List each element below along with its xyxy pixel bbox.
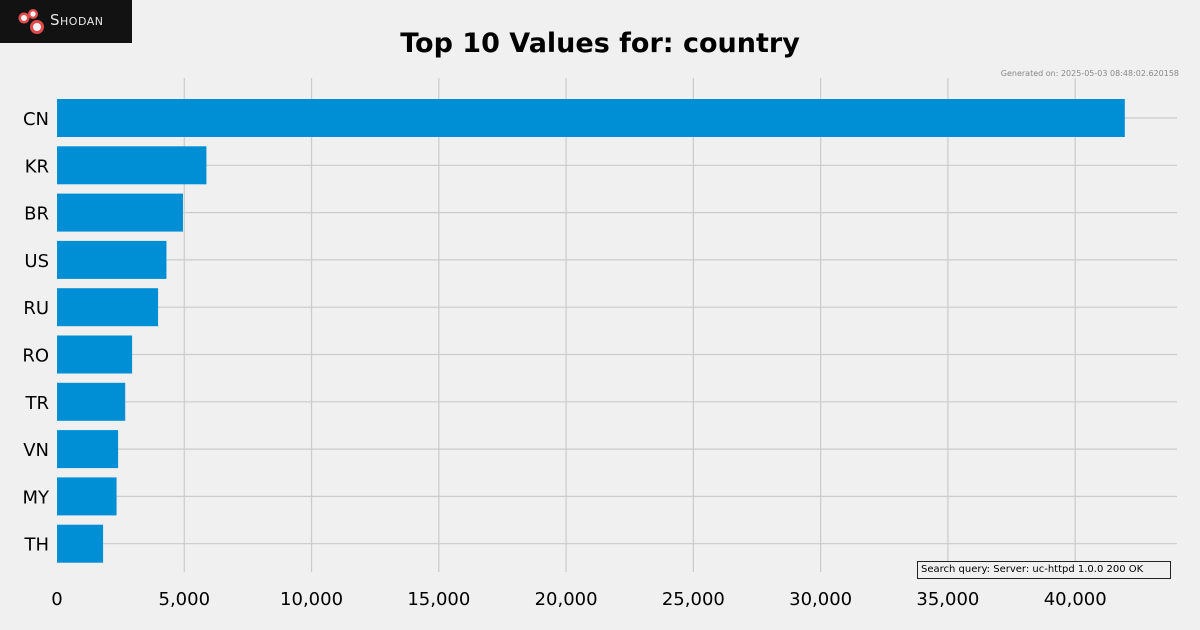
- bar-kr: [57, 146, 207, 185]
- x-tick-label: 10,000: [280, 589, 343, 610]
- bar-th: [57, 524, 104, 563]
- y-tick-label: TH: [23, 535, 49, 556]
- x-tick-label: 35,000: [916, 589, 979, 610]
- bar-tr: [57, 382, 126, 421]
- shodan-logo-icon: [18, 9, 44, 34]
- y-tick-label: MY: [22, 487, 50, 508]
- x-tick-label: 0: [51, 589, 62, 610]
- y-tick-labels: CN KR BR US RU RO TR VN MY TH: [22, 109, 50, 556]
- bar-ro: [57, 335, 133, 374]
- y-tick-label: RU: [23, 298, 49, 319]
- x-tick-label: 15,000: [407, 589, 470, 610]
- grid-lines: [57, 78, 1177, 572]
- y-tick-label: CN: [23, 109, 49, 130]
- shodan-logo-text: Shodan: [50, 11, 104, 29]
- search-query-box: Search query: Server: uc-httpd 1.0.0 200…: [917, 561, 1171, 579]
- generated-timestamp: Generated on: 2025-05-03 08:48:02.620158: [1000, 69, 1179, 78]
- y-tick-label: RO: [22, 346, 49, 367]
- y-tick-label: US: [24, 251, 49, 272]
- bar-vn: [57, 430, 119, 469]
- x-tick-label: 40,000: [1044, 589, 1107, 610]
- x-tick-label: 25,000: [662, 589, 725, 610]
- bar-my: [57, 477, 117, 516]
- bar-cn: [57, 99, 1125, 137]
- y-tick-label: VN: [23, 440, 49, 461]
- bar-ru: [57, 288, 159, 327]
- chart-title: Top 10 Values for: country: [400, 28, 800, 59]
- shodan-logo: Shodan: [0, 0, 132, 43]
- x-tick-label: 20,000: [535, 589, 598, 610]
- bar-br: [57, 193, 183, 232]
- x-tick-label: 5,000: [159, 589, 211, 610]
- y-tick-label: TR: [24, 393, 49, 414]
- y-tick-label: KR: [25, 156, 49, 177]
- bar-us: [57, 240, 167, 279]
- x-tick-label: 30,000: [789, 589, 852, 610]
- y-tick-label: BR: [24, 204, 49, 225]
- x-tick-labels: 0 5,000 10,000 15,000 20,000 25,000 30,000 35,0…: [51, 589, 1106, 610]
- bars: [57, 99, 1125, 563]
